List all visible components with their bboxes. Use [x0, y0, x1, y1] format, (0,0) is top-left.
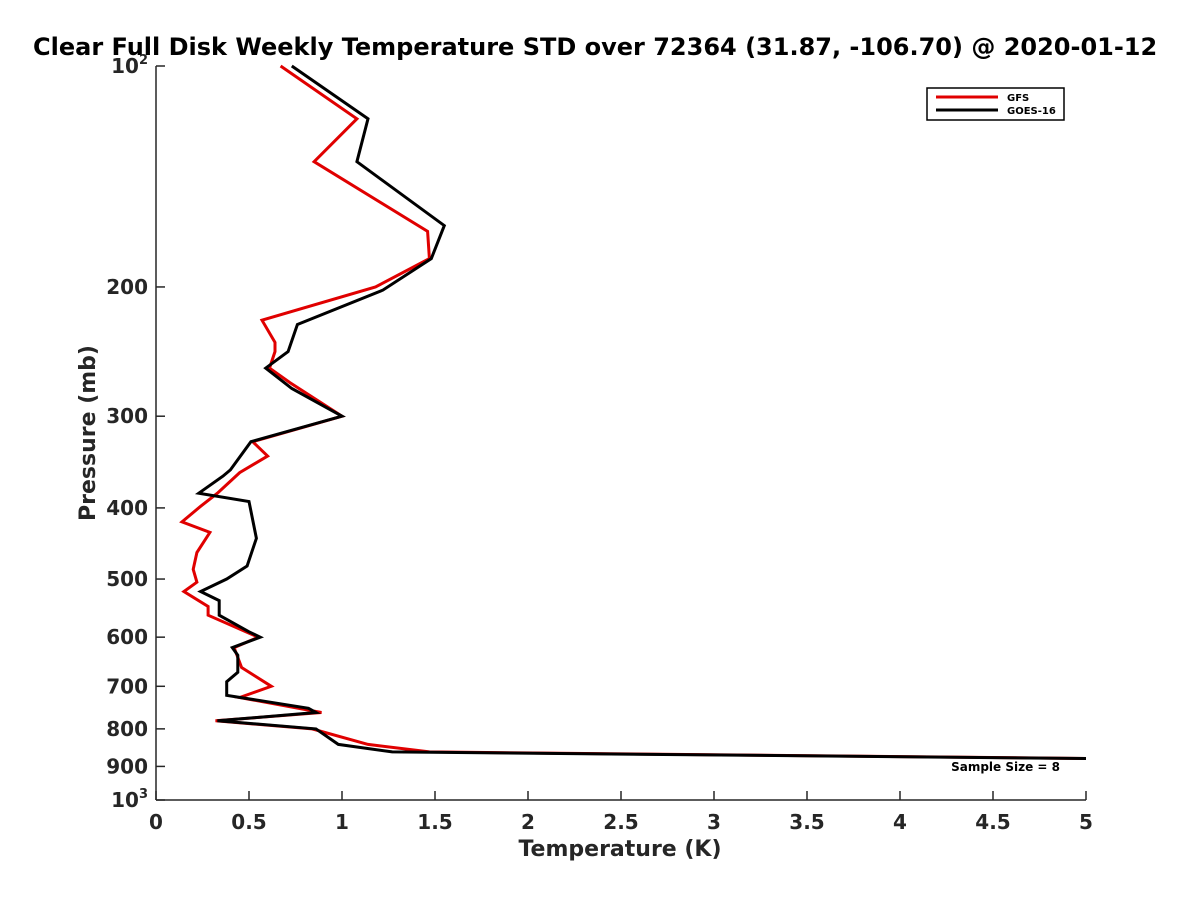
- y-tick-label: 500: [106, 567, 148, 591]
- y-tick-label: 300: [106, 404, 148, 428]
- sample-size-annotation: Sample Size = 8: [951, 760, 1060, 774]
- y-tick-label: 600: [106, 625, 148, 649]
- x-axis-label: Temperature (K): [518, 837, 721, 862]
- legend-box: [926, 87, 1065, 121]
- x-tick-label: 4.5: [975, 810, 1010, 834]
- x-tick-label: 4: [893, 810, 907, 834]
- x-tick-label: 2: [521, 810, 535, 834]
- series-line-goes-16: [194, 64, 1087, 760]
- x-tick-label: 2.5: [603, 810, 638, 834]
- y-axis-label: Pressure (mb): [76, 345, 101, 521]
- x-tick-label: 1: [335, 810, 349, 834]
- x-tick-label: 5: [1079, 810, 1093, 834]
- y-tick-label: 103: [111, 787, 148, 812]
- y-tick-label: 700: [106, 674, 148, 698]
- x-tick-label: 0: [149, 810, 163, 834]
- legend: GFS GOES-16: [926, 87, 1065, 121]
- y-tick-label: 800: [106, 717, 148, 741]
- legend-entry-label: GFS: [1007, 93, 1029, 104]
- x-tick-label: 1.5: [417, 810, 452, 834]
- chart-title: Clear Full Disk Weekly Temperature STD o…: [33, 33, 1157, 61]
- y-tick-label: 900: [106, 754, 148, 778]
- x-tick-label: 3: [707, 810, 721, 834]
- x-tick-label: 0.5: [231, 810, 266, 834]
- series-line-gfs: [179, 64, 1087, 760]
- y-tick-label: 200: [106, 275, 148, 299]
- legend-entry-label: GOES-16: [1007, 106, 1056, 117]
- y-tick-label: 102: [111, 53, 148, 78]
- x-tick-label: 3.5: [789, 810, 824, 834]
- y-tick-label: 400: [106, 496, 148, 520]
